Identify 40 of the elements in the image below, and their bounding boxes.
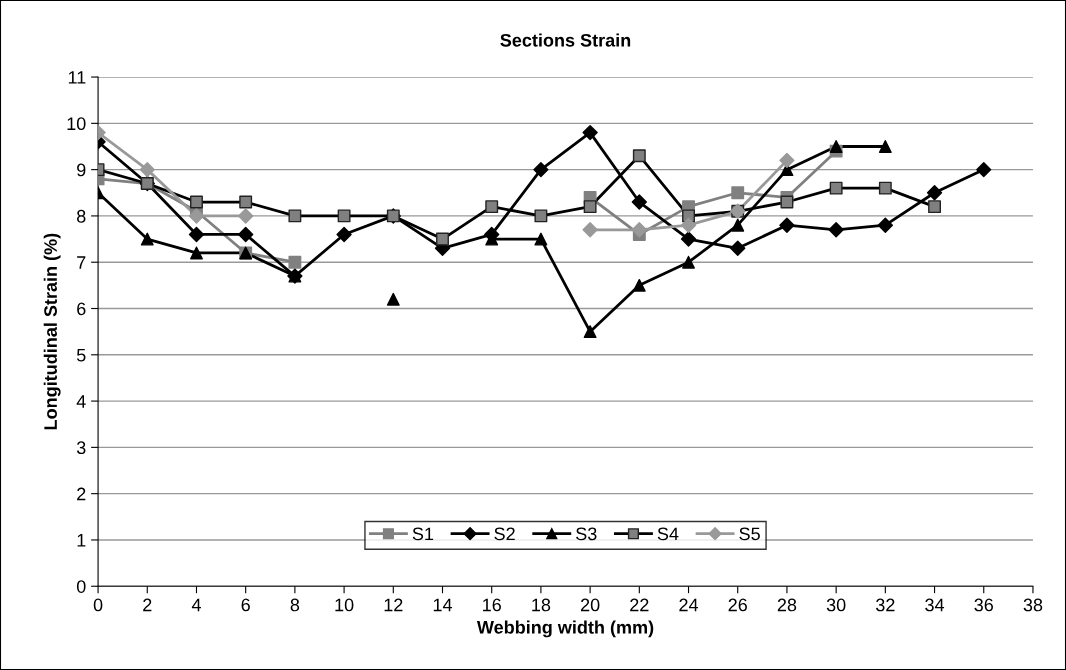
x-tick-label: 32 <box>875 598 895 612</box>
x-tick-label: 10 <box>335 598 354 612</box>
x-tick-label: 24 <box>679 598 699 612</box>
x-tick-label: 2 <box>143 598 152 612</box>
y-tick-label: 10 <box>67 117 86 131</box>
y-axis-title: Longitudinal Strain (%) <box>43 233 61 430</box>
x-tick-label: 36 <box>974 598 993 612</box>
x-tick-label: 12 <box>384 598 403 612</box>
y-tick-label: 4 <box>76 395 86 408</box>
x-tick-label: 28 <box>777 598 797 612</box>
x-tick-label: 6 <box>241 598 250 612</box>
legend-label: S5 <box>739 527 760 541</box>
x-axis-title: Webbing width (mm) <box>476 620 654 638</box>
x-tick-label: 4 <box>191 598 201 612</box>
x-tick-label: 38 <box>1023 598 1043 612</box>
x-tick-label: 22 <box>630 598 649 612</box>
x-tick-label: 8 <box>290 598 300 612</box>
x-tick-label: 30 <box>826 598 846 612</box>
x-tick-label: 14 <box>433 598 453 612</box>
legend-label: S4 <box>657 527 679 541</box>
y-tick-label: 6 <box>77 302 86 316</box>
y-tick-label: 0 <box>76 580 86 593</box>
chart-title: Sections Strain <box>500 33 631 47</box>
y-tick-label: 2 <box>77 487 86 501</box>
x-tick-label: 18 <box>532 598 551 612</box>
x-tick-label: 16 <box>483 598 501 612</box>
x-tick-label: 26 <box>728 598 747 612</box>
y-tick-label: 7 <box>77 256 86 269</box>
y-tick-label: 5 <box>76 348 86 362</box>
y-tick-label: 11 <box>68 71 86 84</box>
legend-label: S1 <box>412 527 434 541</box>
x-tick-label: 0 <box>93 598 103 612</box>
y-tick-label: 9 <box>77 163 86 177</box>
x-tick-label: 34 <box>925 598 945 612</box>
legend-label: S3 <box>576 527 597 541</box>
y-tick-label: 3 <box>76 441 86 455</box>
x-tick-label: 20 <box>580 598 600 612</box>
y-tick-label: 8 <box>77 209 86 223</box>
legend-label: S2 <box>494 527 515 541</box>
y-tick-label: 1 <box>77 534 86 547</box>
